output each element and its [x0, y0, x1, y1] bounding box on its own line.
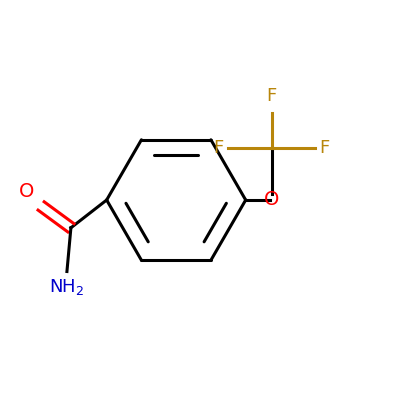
Text: NH$_2$: NH$_2$: [49, 278, 84, 298]
Text: O: O: [18, 182, 34, 201]
Text: F: F: [214, 139, 224, 157]
Text: F: F: [319, 139, 330, 157]
Text: F: F: [266, 88, 277, 106]
Text: O: O: [264, 190, 280, 210]
